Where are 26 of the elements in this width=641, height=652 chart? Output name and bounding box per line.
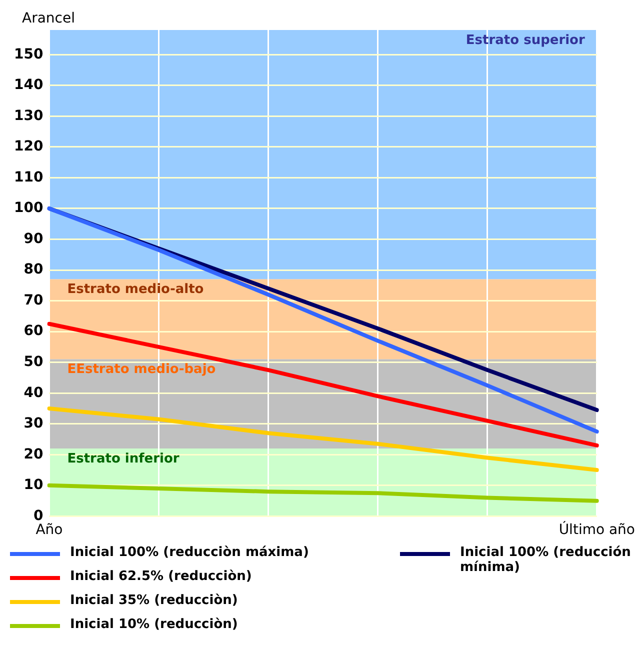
legend-label: Inicial 35% (reducciòn) <box>70 593 238 608</box>
band-label: EEstrato medio-bajo <box>67 362 216 378</box>
legend-label: Inicial 10% (reducciòn) <box>70 617 238 632</box>
y-tick-label: 60 <box>24 323 44 340</box>
y-tick-label: 10 <box>24 477 44 494</box>
legend-label: Inicial 100% (reducción mínima) <box>460 545 632 575</box>
y-tick-label: 120 <box>14 138 44 155</box>
y-axis-title: Arancel <box>22 10 75 27</box>
x-tick-label: Último año <box>558 521 635 538</box>
y-tick-label: 130 <box>14 108 44 124</box>
band-label: Estrato inferior <box>67 451 180 466</box>
y-tick-label: 100 <box>14 200 44 216</box>
legend-label: Inicial 100% (reducciòn máxima) <box>70 545 309 560</box>
y-tick-label: 50 <box>24 354 44 370</box>
y-tick-label: 150 <box>14 46 44 62</box>
x-tick-label: Año <box>36 522 63 538</box>
y-tick-label: 80 <box>24 262 44 278</box>
y-tick-label: 70 <box>24 292 44 308</box>
y-tick-label: 90 <box>24 230 44 247</box>
y-tick-label: 20 <box>24 446 44 462</box>
y-tick-label: 30 <box>24 416 44 432</box>
legend-label: Inicial 62.5% (reducciòn) <box>70 569 252 584</box>
y-tick-label: 0 <box>33 508 44 524</box>
y-tick-label: 110 <box>14 169 44 186</box>
y-tick-label: 140 <box>14 77 44 94</box>
y-tick-label: 40 <box>24 384 44 401</box>
